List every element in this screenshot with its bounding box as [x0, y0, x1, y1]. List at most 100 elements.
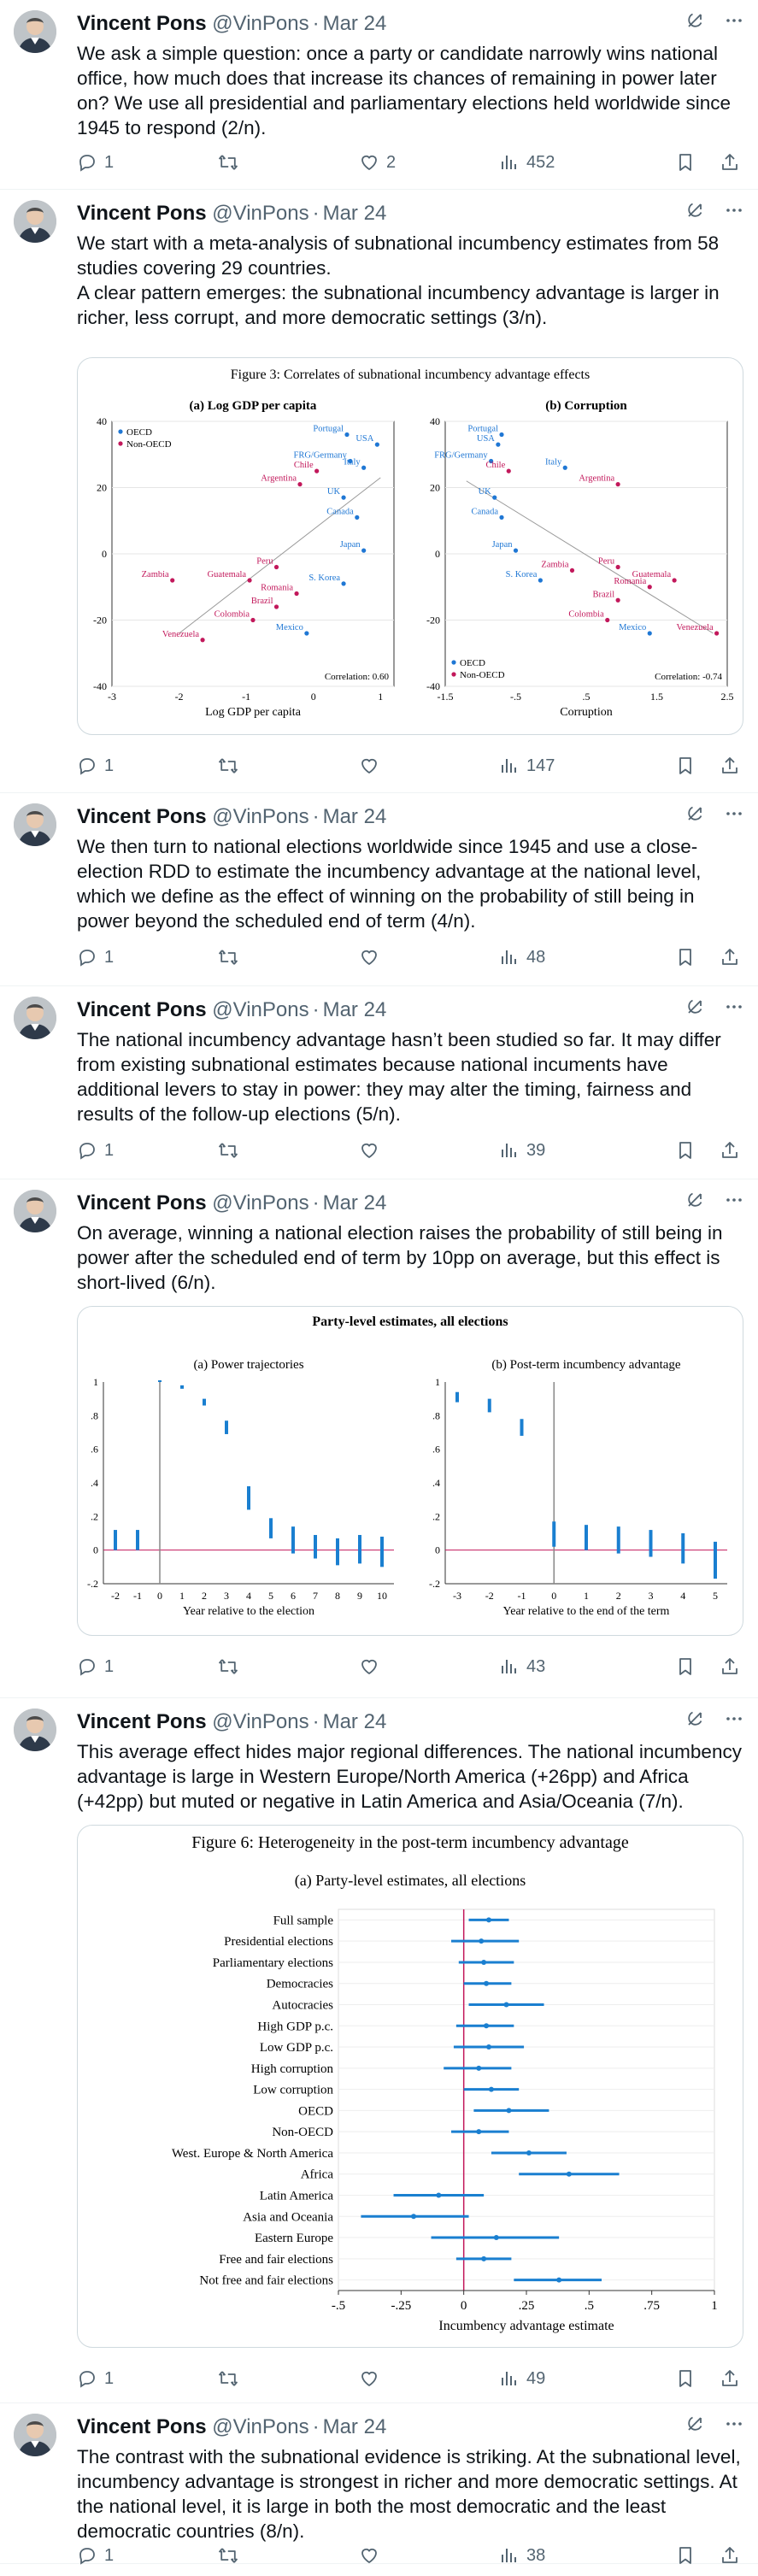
like-button[interactable]: 2 [359, 152, 396, 173]
more-icon[interactable] [724, 997, 744, 1017]
tweet-date[interactable]: Mar 24 [322, 202, 387, 225]
avatar[interactable] [14, 803, 56, 846]
author-name[interactable]: Vincent Pons [77, 2415, 207, 2438]
share-button[interactable] [720, 1656, 740, 1677]
like-button[interactable] [359, 2368, 386, 2389]
bookmark-button[interactable] [675, 947, 696, 967]
repost-button[interactable] [218, 1140, 245, 1161]
share-button[interactable] [720, 947, 740, 967]
reply-button[interactable]: 1 [77, 2368, 114, 2389]
author-handle[interactable]: @VinPons [212, 2415, 309, 2438]
grok-icon[interactable] [685, 803, 705, 824]
author-name[interactable]: Vincent Pons [77, 998, 207, 1021]
share-button[interactable] [720, 2545, 740, 2566]
tweet[interactable]: Vincent Pons @VinPons · Mar 24 This average… [0, 1698, 758, 2403]
views-button[interactable]: 452 [499, 152, 555, 173]
repost-button[interactable] [218, 947, 245, 967]
tweet-date[interactable]: Mar 24 [322, 1191, 387, 1214]
reply-button[interactable]: 1 [77, 152, 114, 173]
reply-button[interactable]: 1 [77, 947, 114, 967]
reply-button[interactable]: 1 [77, 1656, 114, 1677]
author-handle[interactable]: @VinPons [212, 998, 309, 1021]
more-icon[interactable] [724, 200, 744, 221]
grok-icon[interactable] [685, 10, 705, 31]
tweet-media-figure[interactable]: Party-level estimates, all elections (a) … [77, 1306, 743, 1636]
tweet-date[interactable]: Mar 24 [322, 12, 387, 35]
like-button[interactable] [359, 947, 386, 967]
point-estimate [476, 2065, 482, 2071]
tweet[interactable]: Vincent Pons @VinPons · Mar 24 We then turn… [0, 793, 758, 986]
grok-icon[interactable] [685, 997, 705, 1017]
x-tick-label: 7 [313, 1590, 318, 1602]
tweet-date[interactable]: Mar 24 [322, 805, 387, 828]
reply-button[interactable]: 1 [77, 756, 114, 776]
author-handle[interactable]: @VinPons [212, 1710, 309, 1733]
repost-button[interactable] [218, 1656, 245, 1677]
more-icon[interactable] [724, 1190, 744, 1210]
grok-icon[interactable] [685, 200, 705, 221]
views-button[interactable]: 39 [499, 1140, 545, 1161]
repost-button[interactable] [218, 2545, 245, 2566]
avatar[interactable] [14, 997, 56, 1039]
author-handle[interactable]: @VinPons [212, 202, 309, 225]
bookmark-button[interactable] [675, 152, 696, 173]
bookmark-button[interactable] [675, 1656, 696, 1677]
author-name[interactable]: Vincent Pons [77, 805, 207, 828]
grok-icon[interactable] [685, 2414, 705, 2434]
bookmark-button[interactable] [675, 2545, 696, 2566]
author-handle[interactable]: @VinPons [212, 12, 309, 35]
more-icon[interactable] [724, 10, 744, 31]
avatar[interactable] [14, 200, 56, 243]
repost-button[interactable] [218, 756, 245, 776]
avatar[interactable] [14, 10, 56, 53]
author-name[interactable]: Vincent Pons [77, 202, 207, 225]
data-point [647, 631, 652, 636]
views-button[interactable]: 147 [499, 756, 555, 776]
tweet-media-figure[interactable]: Figure 3: Correlates of subnational incu… [77, 357, 743, 735]
bookmark-button[interactable] [675, 1140, 696, 1161]
more-icon[interactable] [724, 2414, 744, 2434]
author-name[interactable]: Vincent Pons [77, 1710, 207, 1733]
tweet-actions: 1 2 452 [77, 152, 743, 183]
views-button[interactable]: 48 [499, 947, 545, 967]
tweet[interactable]: Vincent Pons @VinPons · Mar 24 We start wit… [0, 190, 758, 793]
views-button[interactable]: 49 [499, 2368, 545, 2389]
author-handle[interactable]: @VinPons [212, 1191, 309, 1214]
share-button[interactable] [720, 152, 740, 173]
avatar[interactable] [14, 1190, 56, 1232]
reply-button[interactable]: 1 [77, 1140, 114, 1161]
tweet-date[interactable]: Mar 24 [322, 1710, 387, 1733]
bookmark-button[interactable] [675, 2368, 696, 2389]
like-button[interactable] [359, 756, 386, 776]
tweet-date[interactable]: Mar 24 [322, 998, 387, 1021]
grok-icon[interactable] [685, 1190, 705, 1210]
tweet[interactable]: Vincent Pons @VinPons · Mar 24 We ask a sim… [0, 0, 758, 190]
bookmark-button[interactable] [675, 756, 696, 776]
share-button[interactable] [720, 756, 740, 776]
more-icon[interactable] [724, 803, 744, 824]
like-button[interactable] [359, 2545, 386, 2566]
tweet-date[interactable]: Mar 24 [322, 2415, 387, 2438]
avatar[interactable] [14, 2414, 56, 2456]
views-button[interactable]: 43 [499, 1656, 545, 1677]
more-icon[interactable] [724, 1709, 744, 1729]
tweet[interactable]: Vincent Pons @VinPons · Mar 24 The contrast… [0, 2403, 758, 2566]
tweet-header-icons [685, 1190, 744, 1210]
share-button[interactable] [720, 1140, 740, 1161]
views-button[interactable]: 38 [499, 2545, 545, 2566]
tweet[interactable]: Vincent Pons @VinPons · Mar 24 The national… [0, 986, 758, 1179]
like-button[interactable] [359, 1140, 386, 1161]
like-button[interactable] [359, 1656, 386, 1677]
share-button[interactable] [720, 2368, 740, 2389]
repost-button[interactable] [218, 152, 245, 173]
tweet[interactable]: Vincent Pons @VinPons · Mar 24 On average, … [0, 1179, 758, 1698]
avatar[interactable] [14, 1709, 56, 1751]
reply-button[interactable]: 1 [77, 2545, 114, 2566]
grok-icon[interactable] [685, 1709, 705, 1729]
repost-button[interactable] [218, 2368, 245, 2389]
author-name[interactable]: Vincent Pons [77, 1191, 207, 1214]
tweet-media-figure[interactable]: Figure 6: Heterogeneity in the post-term… [77, 1825, 743, 2348]
author-handle[interactable]: @VinPons [212, 805, 309, 828]
author-name[interactable]: Vincent Pons [77, 12, 207, 35]
replies-count: 1 [104, 756, 115, 775]
